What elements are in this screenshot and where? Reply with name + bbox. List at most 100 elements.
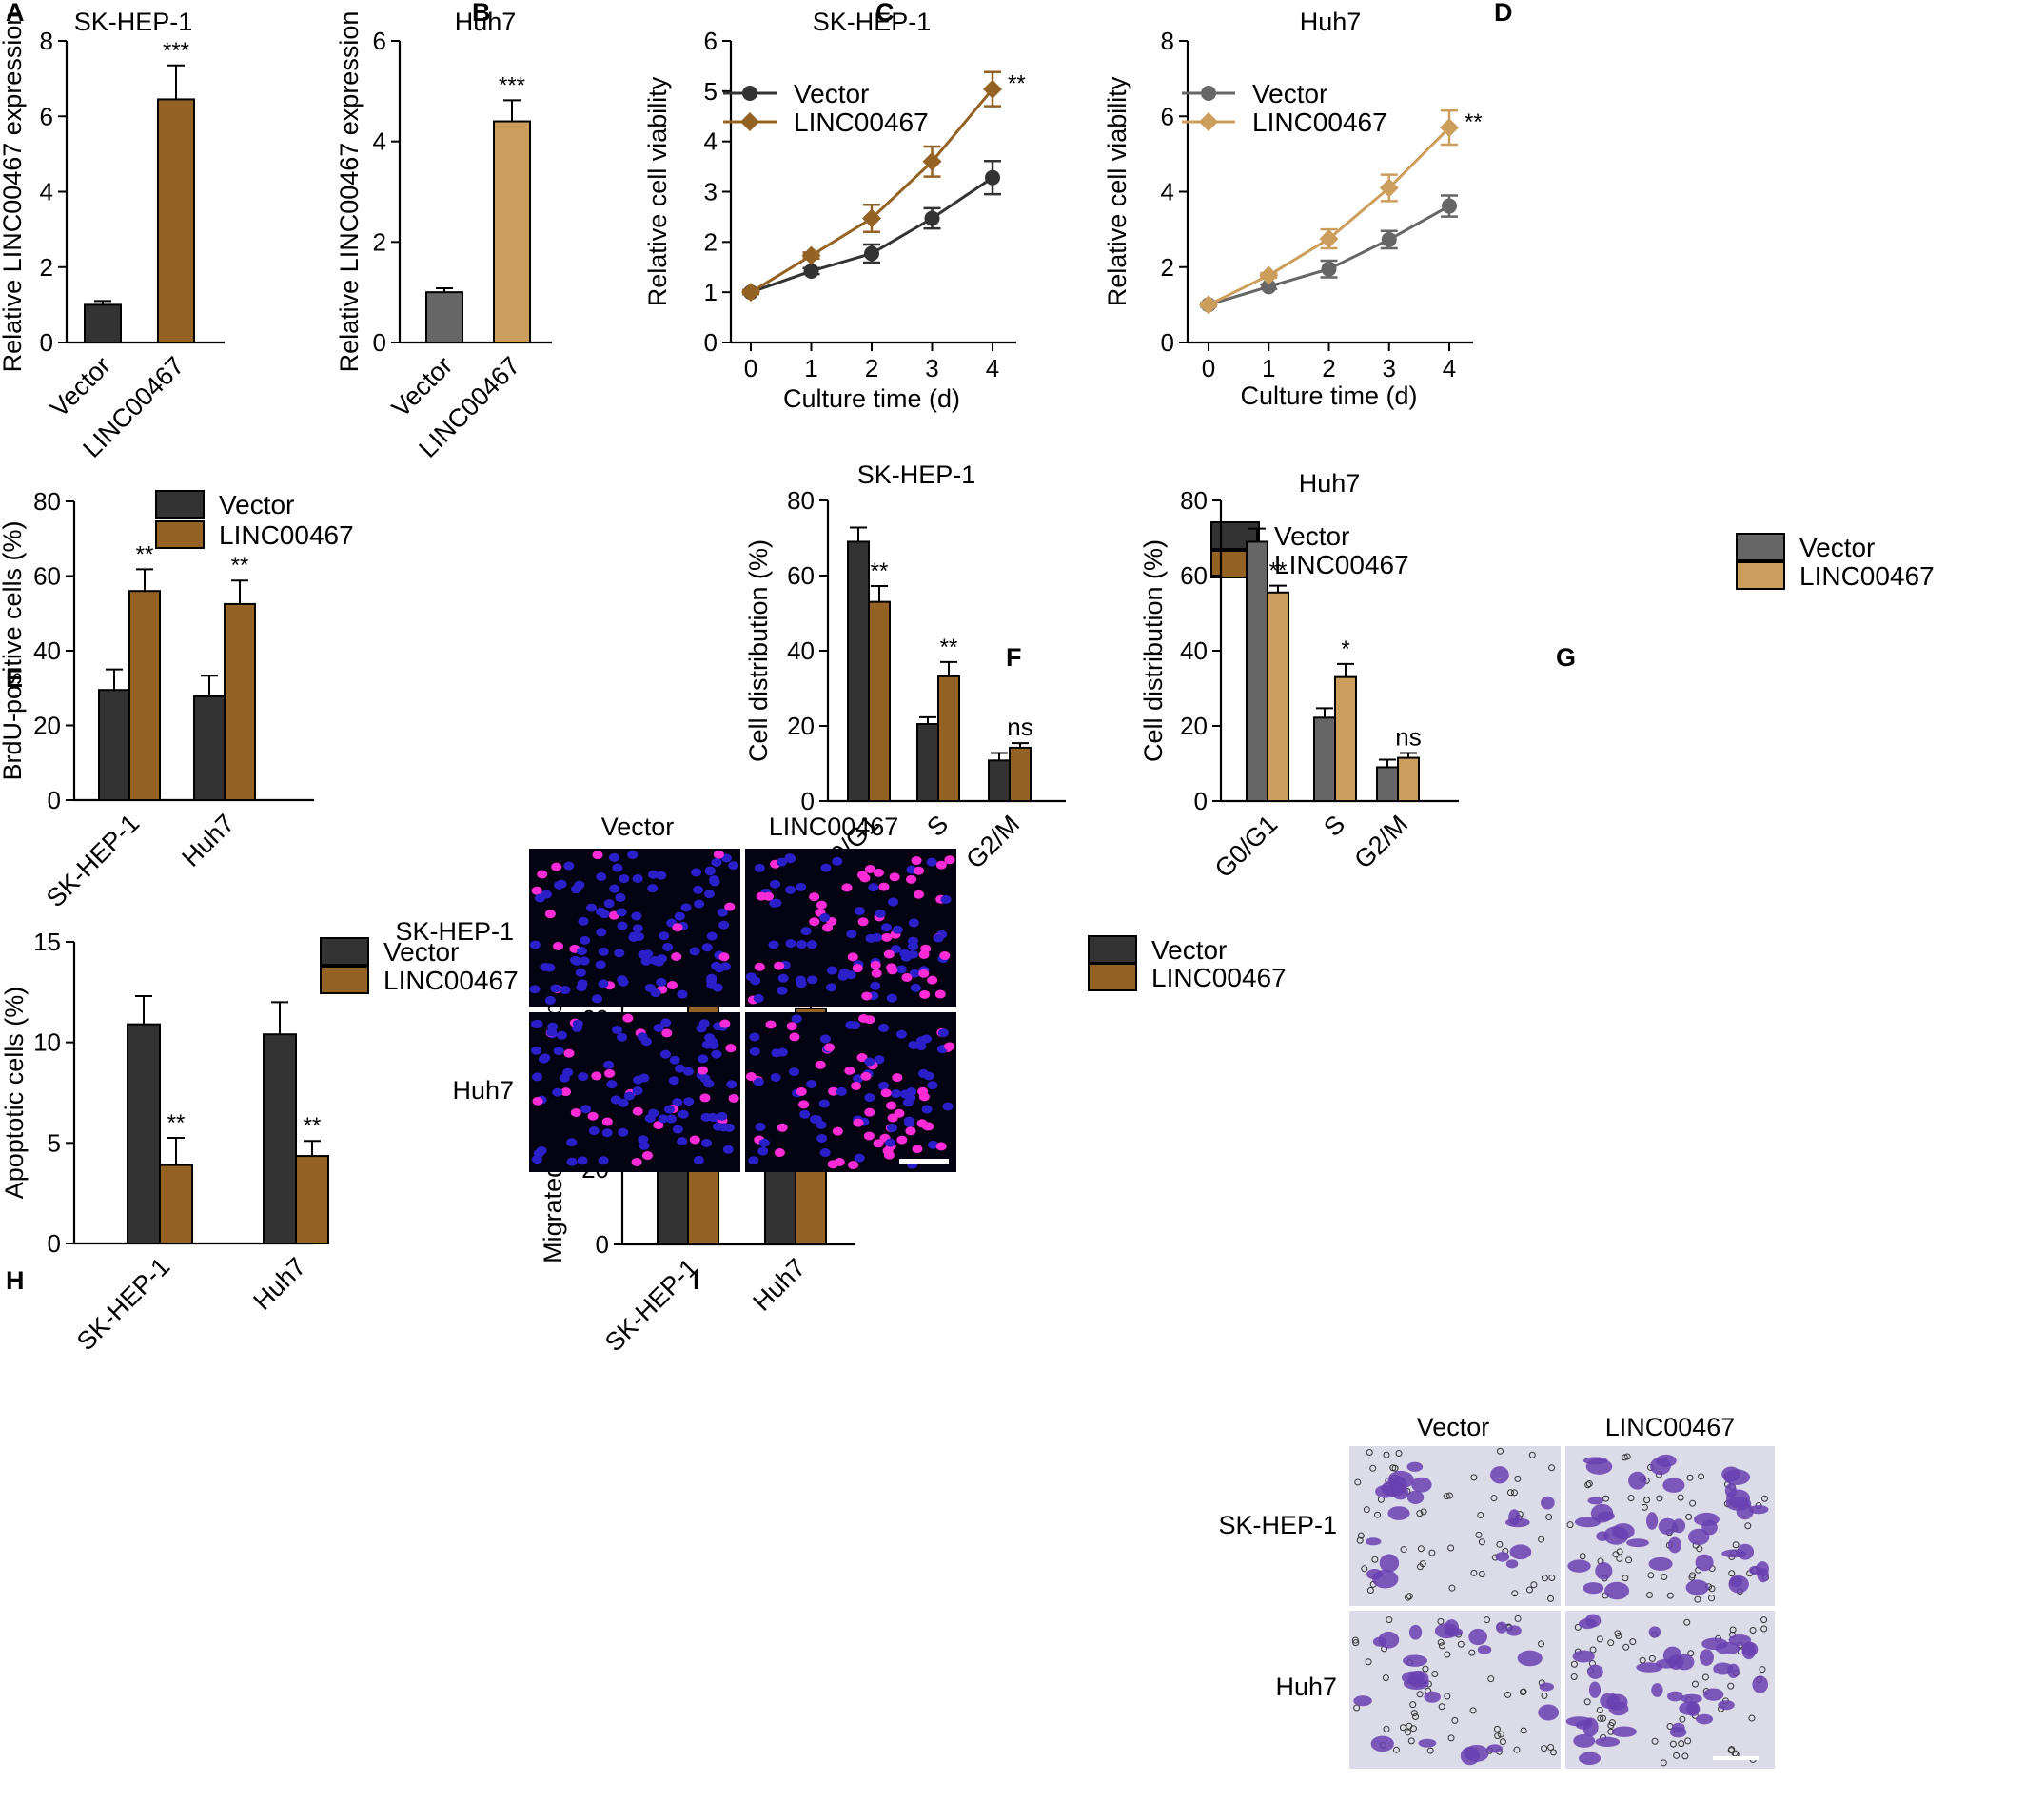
dapi-nucleus [678, 1109, 689, 1119]
y-tick-label: 0 [801, 787, 815, 815]
membrane-pore [1363, 1506, 1370, 1514]
y-tick-label: 40 [33, 636, 61, 665]
dapi-nucleus [693, 1155, 704, 1164]
x-tick-label-vector: Vector [45, 351, 116, 422]
dapi-nucleus [907, 949, 918, 959]
y-tick-label: 10 [33, 1028, 61, 1057]
dapi-nucleus [709, 875, 720, 885]
data-point-vector [985, 169, 1000, 186]
brdu-positive-nucleus [864, 1107, 875, 1117]
membrane-pore [1383, 1451, 1390, 1458]
dapi-nucleus [554, 880, 565, 890]
membrane-pore [1416, 1563, 1424, 1571]
dapi-nucleus [619, 874, 630, 884]
membrane-pore [1574, 1623, 1582, 1631]
panel-letter-a: A [6, 0, 25, 27]
migrated-cell [1403, 1654, 1427, 1667]
membrane-pore [1520, 1727, 1527, 1734]
migrated-cell [1468, 1628, 1487, 1646]
migrated-cell [1679, 1701, 1700, 1715]
membrane-pore [1541, 1692, 1548, 1699]
brdu-positive-nucleus [762, 891, 774, 901]
membrane-pore [1366, 1449, 1373, 1457]
dapi-nucleus [563, 861, 575, 871]
membrane-pore [1457, 1640, 1465, 1648]
data-point-linc00467 [1319, 229, 1339, 249]
y-tick-label: 20 [787, 712, 815, 740]
membrane-pore [1708, 1595, 1716, 1602]
brdu-positive-nucleus [713, 850, 724, 859]
legend-label-linc00467: LINC00467 [383, 966, 519, 995]
membrane-pore [1389, 1464, 1397, 1472]
bar-vector-sk-hep-1 [98, 689, 130, 802]
dapi-nucleus [658, 1114, 669, 1124]
x-tick-label: 3 [1383, 354, 1396, 382]
migrated-cell [1656, 1454, 1677, 1467]
brdu-positive-nucleus [809, 917, 820, 927]
membrane-pore [1426, 1747, 1434, 1754]
brdu-positive-nucleus [935, 1142, 947, 1151]
dapi-nucleus [544, 995, 556, 1005]
brdu-positive-nucleus [553, 941, 564, 950]
migrated-cell [1675, 1654, 1695, 1671]
bar-vector-s [916, 723, 939, 803]
migrated-cell [1418, 1738, 1437, 1748]
membrane-pore [1405, 1594, 1412, 1601]
dapi-nucleus [608, 852, 619, 862]
migrated-cell [1696, 1713, 1714, 1725]
x-tick-label: 2 [1322, 354, 1335, 382]
y-tick-label: 8 [1161, 27, 1174, 55]
membrane-pore [1616, 1555, 1623, 1562]
dapi-nucleus [642, 949, 654, 959]
brdu-positive-nucleus [841, 883, 853, 892]
migrated-cell [1387, 1470, 1414, 1489]
dapi-nucleus [663, 1105, 675, 1114]
migrated-cell [1667, 1536, 1681, 1554]
migrated-cell [1667, 1691, 1683, 1702]
dapi-nucleus [669, 1055, 680, 1065]
brdu-positive-nucleus [671, 951, 682, 961]
membrane-pore [1412, 1712, 1420, 1720]
data-point-vector [1321, 261, 1337, 277]
bar-vector-huh7 [263, 1033, 297, 1245]
dapi-nucleus [806, 1079, 817, 1088]
y-tick-label: 4 [704, 127, 718, 156]
legend-swatch-linc00467 [320, 966, 369, 994]
dapi-nucleus [836, 1086, 847, 1096]
x-axis-label: Culture time (d) [783, 384, 960, 413]
dapi-nucleus [552, 1087, 563, 1097]
y-tick-label: 2 [40, 253, 53, 282]
panel-letter-i: I [693, 1266, 700, 1295]
significance-linc00467: *** [163, 38, 189, 64]
migrated-cell [1517, 1650, 1543, 1667]
membrane-pore [1504, 1691, 1512, 1698]
brdu-positive-nucleus [725, 1044, 737, 1053]
dapi-nucleus [553, 1047, 564, 1056]
y-tick-label: 60 [787, 561, 815, 590]
data-point-vector [924, 210, 940, 226]
y-axis-label: Relative LINC00467 expression [335, 11, 364, 373]
migrated-cell [1693, 1512, 1720, 1527]
bar-vector [425, 291, 463, 343]
dapi-nucleus [806, 940, 817, 949]
brdu-positive-nucleus [889, 872, 900, 882]
membrane-pore [1483, 1616, 1490, 1624]
dapi-nucleus [591, 994, 602, 1004]
y-tick-label: 2 [373, 227, 386, 256]
membrane-pore [1691, 1680, 1699, 1688]
dapi-nucleus [691, 868, 702, 877]
brdu-positive-nucleus [745, 1072, 757, 1082]
bar-linc00467-sk-hep-1 [128, 590, 161, 802]
membrane-pore [1666, 1592, 1674, 1599]
dapi-nucleus [704, 1033, 716, 1043]
panel-letter-d: D [1494, 0, 1513, 27]
brdu-positive-nucleus [856, 1053, 868, 1063]
migrated-cell [1490, 1466, 1509, 1484]
membrane-pore [1696, 1545, 1703, 1553]
membrane-pore [1548, 1464, 1556, 1472]
legend-marker-vector [742, 86, 757, 101]
membrane-pore [1519, 1688, 1526, 1695]
membrane-pore [1447, 1734, 1455, 1742]
y-tick-label: 40 [787, 636, 815, 665]
membrane-pore [1406, 1593, 1413, 1600]
